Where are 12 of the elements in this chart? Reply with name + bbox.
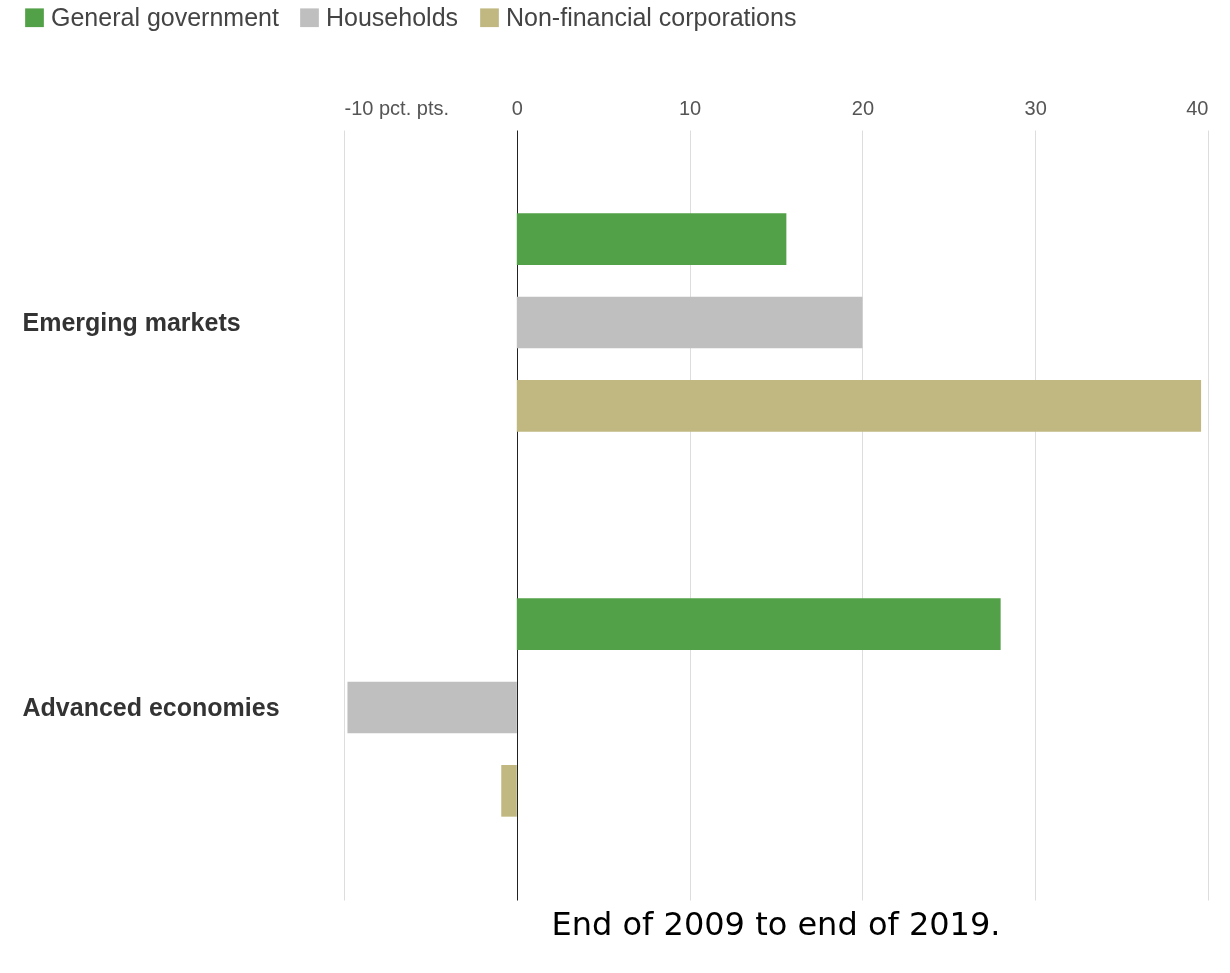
legend-label: General government — [51, 2, 279, 31]
x-tick-label: -10 pct. pts. — [344, 96, 449, 119]
x-tick-label: 10 — [678, 96, 702, 119]
x-tick-label: 30 — [1024, 96, 1047, 119]
x-tick-label: 20 — [851, 96, 875, 119]
y-tick-label: Advanced economies — [22, 692, 280, 721]
legend-label: Non-financial corporations — [506, 2, 797, 31]
x-tick-label: 40 — [1186, 96, 1209, 119]
legend-label: Households — [326, 2, 459, 31]
text: End of 2009 to end of 2019. — [551, 905, 1001, 943]
y-tick-label: Emerging markets — [22, 307, 241, 336]
x-tick-label: 0 — [511, 96, 523, 119]
